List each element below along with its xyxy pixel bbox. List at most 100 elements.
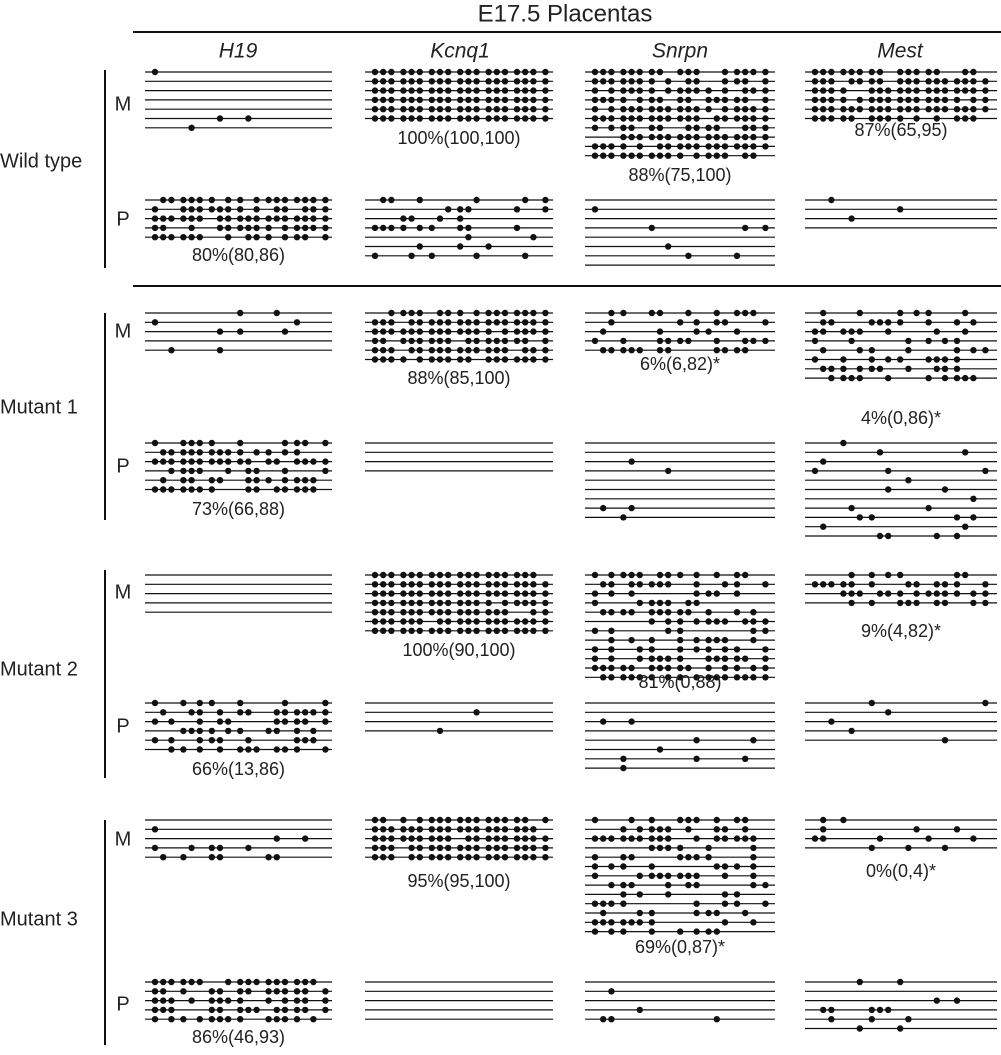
methylated-cpg [168, 234, 175, 241]
methylated-cpg [445, 590, 452, 597]
methylated-cpg [408, 252, 415, 259]
methylated-cpg [428, 328, 435, 335]
methylated-cpg [762, 319, 769, 326]
methylated-cpg [416, 571, 423, 579]
methylated-cpg [628, 133, 635, 141]
methylated-cpg [400, 215, 407, 222]
methylated-cpg [693, 133, 700, 141]
methylated-cpg [322, 746, 329, 753]
methylated-cpg [196, 215, 203, 222]
methylated-cpg [530, 618, 537, 625]
methylated-cpg [196, 699, 203, 707]
methylated-cpg [457, 328, 464, 335]
methylated-cpg [457, 356, 464, 363]
methylated-cpg [208, 449, 215, 456]
methylated-cpg [322, 196, 329, 204]
methylated-cpg [196, 206, 203, 213]
methylated-cpg [237, 328, 244, 335]
methylated-cpg [416, 337, 423, 345]
methylated-cpg [848, 727, 855, 735]
methylated-cpg [733, 609, 741, 616]
methylated-cpg [750, 863, 757, 870]
methylated-cpg [941, 87, 949, 94]
methylated-cpg [465, 826, 472, 833]
methylated-cpg [522, 309, 529, 317]
methylated-cpg [600, 504, 607, 512]
methylated-cpg [388, 224, 395, 232]
methylated-cpg [281, 988, 289, 995]
methylated-cpg [721, 655, 729, 662]
methylated-cpg [742, 909, 749, 917]
methylated-cpg [733, 143, 741, 150]
methylated-cpg [656, 124, 664, 131]
methylated-cpg [522, 337, 529, 345]
methylated-cpg [665, 337, 672, 345]
methylated-cpg [180, 215, 187, 222]
methylated-cpg [237, 196, 244, 204]
methylated-cpg [542, 96, 549, 104]
methylated-cpg [400, 337, 407, 345]
methylated-cpg [620, 919, 627, 926]
methylated-cpg [721, 872, 729, 879]
methylated-cpg [428, 87, 435, 94]
methylated-cpg [953, 581, 961, 588]
methylated-cpg [371, 581, 379, 588]
methylated-cpg [493, 78, 500, 85]
methylated-cpg [530, 106, 537, 113]
methylated-cpg [742, 309, 749, 317]
methylated-cpg [522, 347, 529, 354]
methylated-cpg [762, 87, 769, 94]
methylated-cpg [750, 68, 757, 76]
methylated-cpg [265, 196, 272, 204]
methylated-cpg [501, 599, 509, 607]
methylated-cpg [693, 900, 700, 907]
methylated-cpg [400, 87, 407, 94]
methylated-cpg [713, 152, 720, 159]
methylated-cpg [160, 234, 167, 241]
methylated-cpg [216, 844, 224, 852]
methylated-cpg [371, 347, 379, 354]
methylated-cpg [913, 309, 920, 317]
methylated-cpg [925, 96, 932, 104]
methylated-cpg [522, 816, 529, 824]
methylated-cpg [591, 115, 599, 122]
methylated-cpg [762, 224, 769, 232]
methylated-cpg [436, 618, 444, 625]
methylated-cpg [713, 96, 720, 104]
methylated-cpg [522, 68, 529, 76]
methylated-cpg [665, 115, 672, 122]
methylated-cpg [982, 87, 989, 94]
methylated-cpg [933, 68, 940, 76]
methylated-cpg [493, 96, 500, 104]
methylated-cpg [522, 627, 529, 634]
methylated-cpg [445, 115, 452, 122]
methylated-cpg [445, 328, 452, 335]
methylated-cpg [501, 328, 509, 335]
methylated-cpg [913, 96, 920, 104]
methylated-cpg [445, 78, 452, 85]
methylated-cpg [388, 347, 395, 354]
methylated-cpg [445, 627, 452, 634]
methylated-cpg [665, 87, 672, 94]
methylated-cpg [620, 106, 627, 113]
methylated-cpg [913, 115, 920, 122]
methylated-cpg [428, 581, 435, 588]
methylated-cpg [762, 900, 769, 907]
methylated-cpg [281, 477, 289, 484]
methylated-cpg [436, 347, 444, 354]
methylated-cpg [925, 374, 932, 382]
methylated-cpg [762, 581, 769, 588]
methylated-cpg [208, 997, 215, 1004]
allele-label: P [116, 715, 129, 737]
methylated-cpg [428, 337, 435, 345]
methylated-cpg [180, 1016, 187, 1023]
methylated-cpg [293, 1006, 301, 1014]
methylated-cpg [953, 571, 961, 579]
methylated-cpg [693, 571, 700, 579]
methylated-cpg [876, 78, 884, 85]
methylation-percentage: 81%(0,88) [638, 672, 721, 692]
methylated-cpg [742, 133, 749, 141]
methylated-cpg [371, 356, 379, 363]
methylated-cpg [665, 891, 672, 898]
methylated-cpg [970, 590, 977, 597]
